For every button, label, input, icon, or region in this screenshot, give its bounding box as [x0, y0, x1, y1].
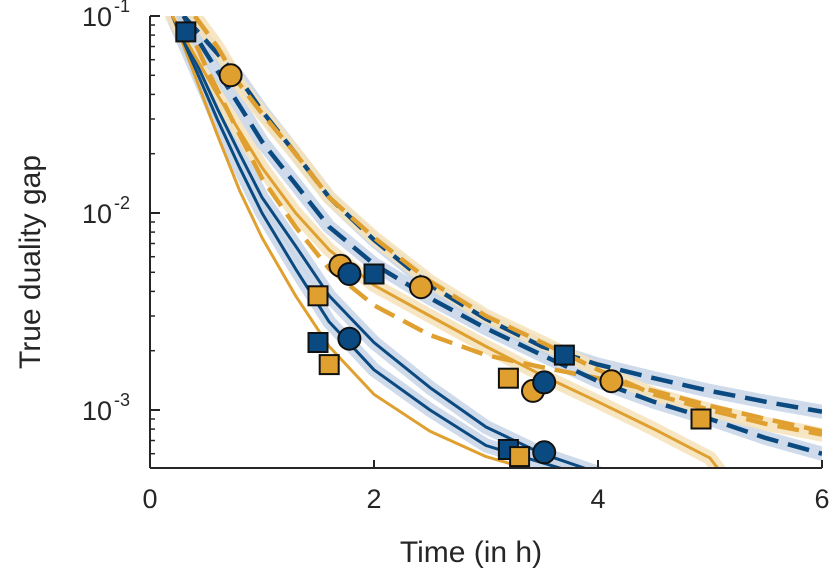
series-markers: [175, 21, 712, 468]
axes: [149, 16, 822, 469]
tick-marks: [149, 15, 823, 468]
marker-gold-circle-9: [409, 275, 433, 300]
y-axis-label: True duality gap: [14, 155, 47, 369]
marker-gold-square-12: [497, 367, 519, 389]
y-tick-label: 10: [82, 199, 112, 229]
line-blue-solid-mid: [171, 16, 589, 468]
tick-labels: 0 2 4 610-110-210-3: [82, 0, 830, 514]
x-tick-label: 4: [590, 484, 605, 514]
y-tick-label: 10: [82, 2, 112, 32]
marker-blue-circle-7: [337, 326, 362, 351]
marker-blue-square-8: [363, 263, 385, 285]
y-tick-exponent: -3: [114, 390, 130, 410]
marker-gold-square-4: [318, 354, 340, 376]
x-tick-label: 2: [366, 484, 381, 514]
marker-blue-square-0: [175, 21, 197, 43]
marker-blue-circle-15: [532, 440, 557, 465]
marker-blue-circle-6: [337, 262, 362, 286]
confidence-bands: [165, 16, 822, 468]
x-tick-label: 0: [142, 484, 157, 514]
marker-blue-square-16: [553, 344, 575, 366]
marker-gold-circle-1: [218, 63, 243, 88]
marker-gold-circle-17: [599, 369, 624, 394]
marker-gold-square-11: [509, 446, 531, 468]
marker-gold-square-18: [690, 408, 712, 430]
marker-blue-square-3: [307, 332, 329, 353]
series-lines: [170, 16, 822, 468]
x-tick-label: 6: [814, 484, 829, 514]
y-tick-label: 10: [82, 396, 112, 426]
line-gold-dashed-mid: [181, 16, 822, 434]
marker-blue-circle-14: [532, 370, 557, 395]
line-gold-solid-fast: [170, 16, 531, 468]
x-axis-label: Time (in h): [400, 536, 542, 569]
y-tick-exponent: -2: [114, 193, 130, 213]
marker-gold-square-2: [307, 285, 329, 307]
y-tick-exponent: -1: [114, 0, 130, 16]
